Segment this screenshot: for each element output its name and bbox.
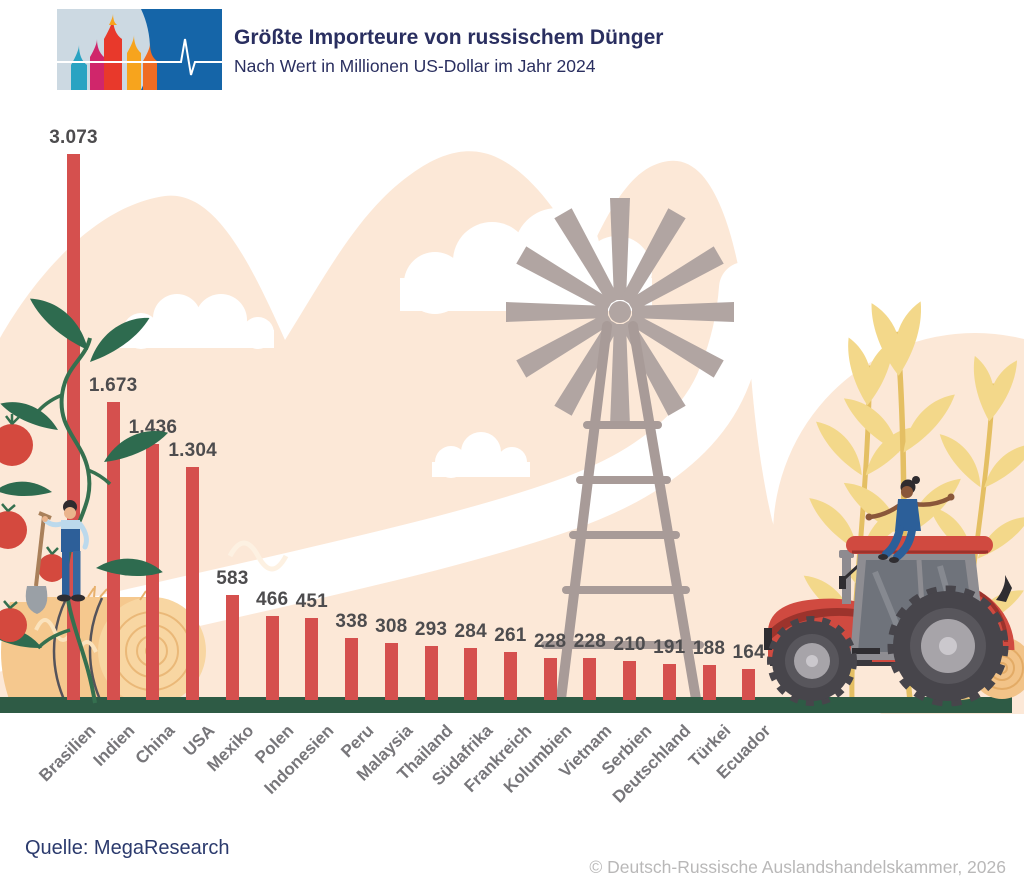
bar-peru [345,638,358,700]
bar-china [146,444,160,700]
value-label-t-rkei: 188 [692,638,726,659]
bar-deutschland [662,664,676,700]
bar-polen [265,616,279,700]
windmill-hub [609,301,631,323]
peach-swirl [227,540,289,572]
bar-frankreich [503,652,517,700]
value-label-kolumbien: 228 [533,631,567,652]
value-label-s-dafrika: 284 [454,621,487,642]
bar-serbien [623,661,637,700]
bar-thailand [424,646,438,700]
windmill-tower [541,321,704,704]
value-label-malaysia: 308 [375,616,408,637]
ground-band [0,697,1012,713]
bar-brasilien [67,154,80,700]
bar-s-dafrika [464,648,478,700]
chart-subtitle: Nach Wert in Millionen US-Dollar im Jahr… [234,56,596,76]
value-label-mexiko: 583 [216,568,249,589]
copyright-note: © Deutsch-Russische Auslandshandelskamme… [589,857,1006,877]
value-label-peru: 338 [335,611,368,632]
value-label-thailand: 293 [414,619,448,640]
bar-t-rkei [702,665,716,700]
cloud-small [432,432,530,478]
windmill [506,198,734,704]
chart-title: Größte Importeure von russischem Dünger [234,26,664,49]
bar-usa [186,467,200,700]
bar-vietnam [583,658,597,700]
value-label-usa: 1.304 [168,440,217,461]
bar-mexiko [225,595,239,700]
value-label-brasilien: 3.073 [49,127,98,148]
source-note: Quelle: MegaResearch [25,837,230,859]
logo [57,9,222,90]
pulse-line-icon [57,38,222,76]
bar-indien [106,402,120,700]
bar-malaysia [384,643,398,700]
bar-kolumbien [543,658,557,700]
value-label-vietnam: 228 [573,631,607,652]
bar-ecuador [742,669,756,700]
value-label-polen: 466 [255,589,289,610]
value-label-deutschland: 191 [653,637,686,658]
value-label-indien: 1.673 [88,375,138,396]
value-label-frankreich: 261 [494,625,527,646]
bar-indonesien [305,618,319,700]
value-label-serbien: 210 [613,634,646,655]
value-label-ecuador: 164 [732,642,765,663]
value-label-indonesien: 451 [295,591,328,612]
value-label-china: 1.436 [128,417,178,438]
